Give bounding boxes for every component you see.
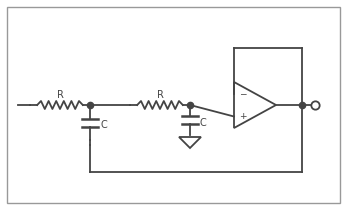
- Text: C: C: [100, 120, 107, 130]
- Text: +: +: [239, 112, 246, 121]
- Text: −: −: [239, 89, 246, 98]
- Text: R: R: [157, 90, 164, 100]
- Text: R: R: [57, 90, 63, 100]
- Text: C: C: [200, 118, 207, 128]
